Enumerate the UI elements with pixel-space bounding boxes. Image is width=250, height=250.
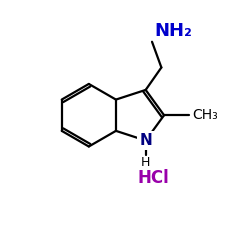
Text: HCl: HCl [138,169,169,187]
Text: NH₂: NH₂ [154,22,192,40]
Text: H: H [141,156,150,169]
Text: N: N [139,133,152,148]
Text: CH₃: CH₃ [192,108,218,122]
